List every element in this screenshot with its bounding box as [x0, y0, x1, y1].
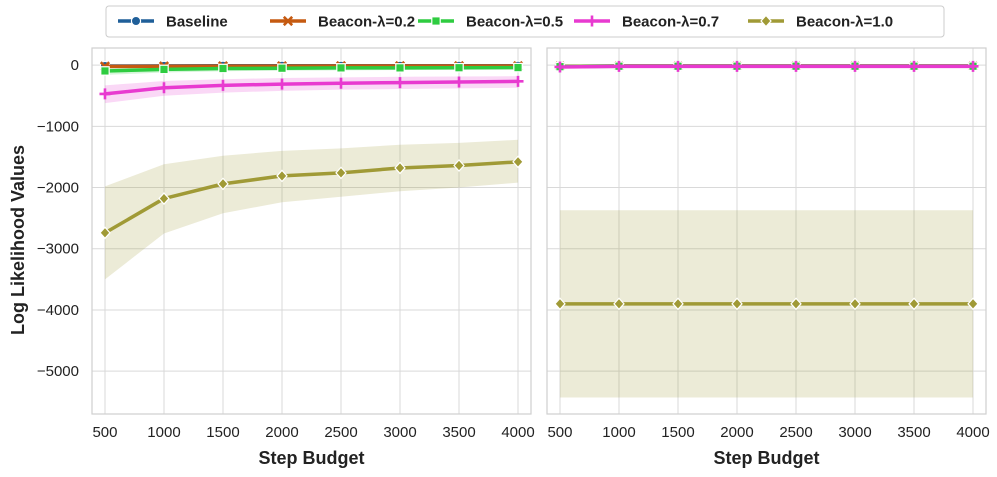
- x-tick-label: 2500: [779, 424, 812, 441]
- data-point: [512, 155, 524, 169]
- y-tick-label: 0: [71, 57, 79, 74]
- x-tick-label: 1500: [661, 424, 694, 441]
- x-tick-label: 3000: [383, 424, 416, 441]
- y-tick-label: −1000: [37, 118, 79, 135]
- x-tick-label: 3500: [442, 424, 475, 441]
- data-point: [790, 60, 802, 72]
- data-point: [217, 177, 229, 191]
- series-beacon-lambda-1-0: [554, 297, 979, 311]
- data-point: [335, 77, 347, 89]
- series-line: [558, 64, 975, 69]
- legend-marker: [760, 14, 772, 28]
- data-point: [217, 79, 229, 91]
- data-point: [100, 66, 110, 76]
- y-axis-title: Log Likelihood Values: [8, 145, 28, 335]
- right-panel: 500 1000 1500 2000 2500 3000 3500 4000 Step Budg…: [546, 47, 990, 468]
- x-tick-label: 4000: [501, 424, 534, 441]
- series-line: [103, 79, 520, 96]
- data-point: [908, 297, 920, 311]
- data-point: [158, 192, 170, 205]
- legend-entry-beacon-lambda-0-2: Beacon-λ=0.2: [270, 14, 415, 31]
- series-line: [103, 160, 520, 235]
- data-point: [453, 76, 465, 88]
- x-tick-label: 1000: [602, 424, 635, 441]
- data-point: [158, 82, 170, 94]
- data-point: [554, 297, 566, 311]
- left-panel: 500 1000 1500 2000 2500 3000 3500 4000 0 −1000 −20…: [37, 47, 535, 468]
- data-point: [967, 297, 979, 311]
- data-point: [159, 64, 169, 75]
- legend-marker: [130, 15, 142, 27]
- x-tick-label: 1500: [206, 424, 239, 441]
- data-point: [395, 63, 405, 73]
- data-point: [453, 159, 465, 172]
- x-tick-label: 2500: [324, 424, 357, 441]
- data-point: [276, 78, 288, 90]
- data-point: [218, 63, 228, 74]
- data-point: [908, 60, 920, 72]
- plot-frame: [91, 47, 532, 415]
- data-point: [99, 226, 111, 240]
- legend-box: [105, 5, 945, 38]
- legend-marker: [431, 16, 441, 26]
- legend-label: Beacon-λ=0.5: [466, 14, 563, 31]
- data-point: [672, 60, 684, 72]
- y-tick-label: −3000: [37, 241, 79, 258]
- data-point: [790, 297, 802, 311]
- data-point: [276, 169, 288, 183]
- legend-label: Baseline: [166, 14, 228, 31]
- y-tick-label: −4000: [37, 302, 79, 319]
- legend-entry-beacon-lambda-0-5: Beacon-λ=0.5: [418, 14, 563, 31]
- legend-entry-beacon-lambda-1-0: Beacon-λ=1.0: [748, 14, 893, 31]
- data-point: [554, 61, 566, 73]
- y-tick-label: −2000: [37, 180, 79, 197]
- x-axis-title: Step Budget: [259, 448, 365, 468]
- plot-frame: [546, 47, 987, 415]
- data-point: [513, 62, 523, 73]
- x-tick-label: 500: [547, 424, 572, 441]
- data-point: [613, 297, 625, 311]
- x-tick-label: 2000: [265, 424, 298, 441]
- data-point: [731, 60, 743, 72]
- series-beacon-lambda-0-5: [100, 62, 523, 76]
- legend-entry-baseline: Baseline: [118, 14, 228, 31]
- data-point: [394, 77, 406, 89]
- data-point: [967, 60, 979, 72]
- data-point: [336, 63, 346, 73]
- data-point: [99, 88, 111, 100]
- legend-entry-beacon-lambda-0-7: Beacon-λ=0.7: [574, 14, 719, 31]
- data-point: [512, 75, 524, 87]
- legend-marker: [586, 15, 598, 27]
- x-tick-label: 3500: [897, 424, 930, 441]
- x-axis-title: Step Budget: [714, 448, 820, 468]
- series-line: [103, 65, 520, 73]
- data-point: [454, 62, 464, 73]
- legend-marker: [282, 15, 294, 27]
- data-point: [849, 60, 861, 72]
- x-tick-label: 3000: [838, 424, 871, 441]
- grid: [547, 48, 986, 414]
- series-beacon-lambda-0-7: [99, 75, 524, 100]
- legend: Baseline Beacon-λ=0.2 Beacon-λ=0.5 Beacon-λ…: [105, 5, 945, 38]
- series-beacon-lambda-1-0: [99, 155, 524, 240]
- x-tick-label: 500: [92, 424, 117, 441]
- legend-label: Beacon-λ=0.2: [318, 14, 415, 31]
- data-point: [394, 161, 406, 175]
- data-point: [849, 297, 861, 311]
- data-point: [672, 297, 684, 311]
- data-point: [613, 60, 625, 72]
- data-point: [277, 63, 287, 73]
- x-tick-label: 1000: [147, 424, 180, 441]
- legend-label: Beacon-λ=1.0: [796, 14, 893, 31]
- x-tick-label: 4000: [956, 424, 989, 441]
- data-point: [335, 166, 347, 180]
- legend-label: Beacon-λ=0.7: [622, 14, 719, 31]
- x-tick-label: 2000: [720, 424, 753, 441]
- data-point: [731, 297, 743, 311]
- y-tick-label: −5000: [37, 363, 79, 380]
- band-beacon-lambda-1-0: [104, 139, 519, 280]
- band-beacon-lambda-0-7: [104, 76, 519, 104]
- series-beacon-lambda-0-7: [554, 60, 979, 73]
